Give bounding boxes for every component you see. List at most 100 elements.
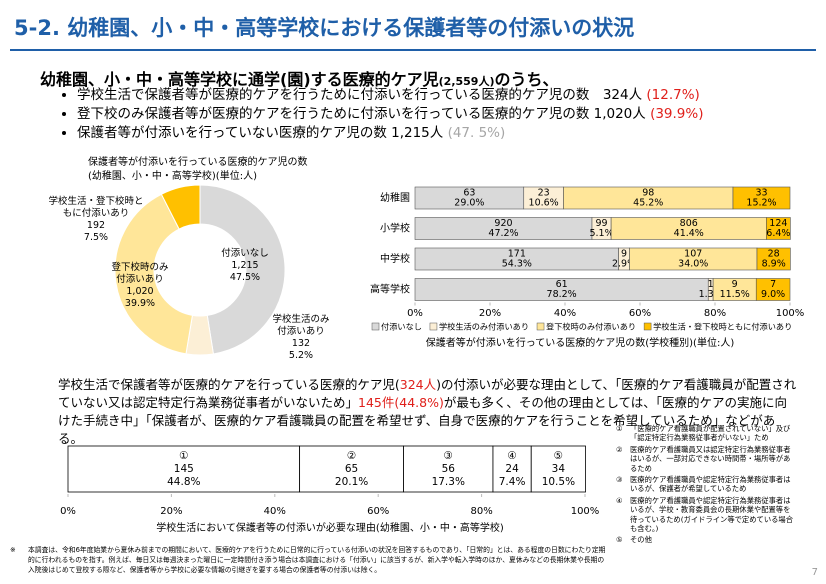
segment-label: 7.4%: [499, 476, 526, 488]
segment-label: 1: [708, 279, 714, 290]
segment-label: 78.2%: [547, 289, 577, 300]
legend-label: 学校生活のみ付添いあり: [439, 322, 529, 332]
legend-swatch: [371, 322, 380, 331]
slice-name: 学校生活のみ付添いあり: [272, 314, 330, 337]
intro-suffix: のうち、: [494, 70, 559, 89]
bullet-list: 学校生活で保護者等が医療的ケアを行うために付添いを行っている医療的ケア児の数 3…: [55, 86, 817, 143]
segment-label: 145: [174, 463, 194, 475]
reason-marker: ①: [616, 424, 623, 433]
paragraph-part: が最も多く、その他の理由としては、「医療的ケアの実施に向けた手続き中」「保護者が…: [58, 395, 787, 446]
intro-text: 幼稚園、小・中・高等学校に通学(園)する医療的ケア児: [40, 70, 439, 89]
segment-label: 47.2%: [488, 228, 518, 239]
donut-subtitle: (幼稚園、小・中・高等学校)(単位:人): [88, 171, 257, 182]
slice-percent: 39.9%: [124, 298, 156, 309]
reason-marker: ②: [616, 444, 623, 454]
reason-text: 医療的ケア看護職員や認定特定行為業務従事者はいるが、学校・教育委員会の長期休業や…: [630, 495, 794, 534]
page-title: 5-2. 幼稚園、小・中・高等学校における保護者等の付添いの状況: [14, 16, 635, 40]
segment-label: 806: [680, 218, 698, 229]
segment-label: ⑤: [554, 450, 563, 462]
x-tick-label: 100%: [776, 308, 805, 319]
x-tick-label: 80%: [704, 308, 726, 319]
bar-segment: [530, 445, 586, 493]
reason-legend: ① 「医療的ケア看護職員が配置されていない」及び「認定特定行為業務従事者がいない」…: [616, 424, 794, 547]
bar-segment: [756, 247, 791, 271]
segment-label: 24: [505, 463, 519, 475]
segment-label: 34.0%: [678, 259, 708, 270]
category-label: 中学校: [380, 252, 410, 265]
bullet-text: 学校生活で保護者等が医療的ケアを行うために付添いを行っている医療的ケア児の数 3…: [77, 87, 647, 103]
segment-label: 65: [345, 463, 358, 475]
legend-swatch: [429, 322, 438, 331]
reason-item: ③ 医療的ケア看護職員や認定特定行為業務従事者はいるが、保護者が希望しているため: [616, 475, 794, 494]
x-tick-label: 20%: [479, 308, 501, 319]
segment-label: 54.3%: [502, 259, 532, 270]
reason-marker: ④: [616, 495, 623, 505]
bullet: 保護者等が付添いを行っていない医療的ケア児の数 1,215人 (47. 5%): [77, 124, 817, 143]
donut-slice: [114, 193, 193, 355]
segment-label: 9: [621, 249, 627, 260]
slice-percent: 7.5%: [83, 232, 109, 243]
bar-segment: [299, 445, 404, 493]
segment-label: 29.0%: [454, 198, 484, 209]
category-label: 幼稚園: [380, 191, 410, 204]
segment-label: 107: [684, 249, 702, 260]
legend-swatch: [536, 322, 545, 331]
slice-name: 付添いなし: [221, 248, 269, 259]
category-label: 高等学校: [370, 283, 410, 296]
reason-text: 医療的ケア看護職員又は認定特定行為業務従事者はいるが、一部対応できない時間帯・場…: [630, 444, 791, 473]
reason-text: 医療的ケア看護職員や認定特定行為業務従事者はいるが、保護者が希望しているため: [630, 475, 791, 494]
segment-label: 9: [732, 279, 738, 290]
segment-label: 23: [538, 188, 550, 199]
bar-segment: [492, 445, 532, 493]
x-tick-label: 60%: [367, 506, 389, 517]
segment-label: 20.1%: [335, 476, 368, 488]
bullet-text: 保護者等が付添いを行っていない医療的ケア児の数 1,215人: [77, 125, 448, 141]
page-number: 7: [811, 567, 818, 578]
reason-text: その他: [630, 535, 652, 545]
segment-label: 124: [769, 218, 787, 229]
bullet-percent: (12.7%): [646, 87, 700, 103]
segment-label: 56: [442, 463, 456, 475]
segment-label: 17.3%: [432, 476, 465, 488]
slice-name: 登下校時のみ付添いあり: [111, 262, 169, 285]
x-tick-label: 0%: [407, 308, 423, 319]
reason-marker: ③: [616, 475, 623, 485]
intro: 幼稚園、小・中・高等学校に通学(園)する医療的ケア児(2,559人)のうち、: [40, 66, 559, 90]
segment-label: 63: [463, 188, 475, 199]
reason-text: 「医療的ケア看護職員が配置されていない」及び「認定特定行為業務従事者がいない」た…: [630, 424, 791, 443]
segment-label: 9.0%: [761, 289, 785, 300]
paragraph-part: 324人: [399, 377, 437, 392]
segment-label: 8.9%: [762, 259, 786, 270]
segment-label: 45.2%: [633, 198, 663, 209]
x-tick-label: 40%: [264, 506, 286, 517]
reason-marker: ⑤: [616, 535, 623, 545]
bar-segment: [755, 278, 791, 301]
slice-value: 192: [86, 220, 106, 231]
bullet-percent: (47. 5%): [447, 125, 506, 141]
bar-segment: [403, 445, 494, 493]
bullet: 学校生活で保護者等が医療的ケアを行うために付添いを行っている医療的ケア児の数 3…: [77, 86, 817, 105]
bullet: 登下校のみ保護者等が医療的ケアを行うために付添いを行っている医療的ケア児の数 1…: [77, 105, 817, 124]
segment-label: 98: [642, 188, 654, 199]
paragraph-part: 学校生活で保護者等が医療的ケアを行っている医療的ケア児(: [58, 377, 400, 392]
paragraph-part: )の付添いが必要な理由として、「医療的ケア看護職員が配置されていない又は認定特定…: [58, 377, 797, 410]
reason-item: ④ 医療的ケア看護職員や認定特定行為業務従事者はいるが、学校・教育委員会の長期休業…: [616, 496, 794, 534]
slice-percent: 5.2%: [288, 350, 314, 361]
segment-label: 10.5%: [542, 476, 575, 488]
legend-swatch: [643, 322, 652, 331]
x-tick-label: 60%: [629, 308, 651, 319]
slice-value: 1,020: [126, 286, 154, 297]
bullet-text: 登下校のみ保護者等が医療的ケアを行うために付添いを行っている医療的ケア児の数 1…: [77, 106, 651, 122]
bar-segment: [67, 445, 301, 493]
segment-label: 15.2%: [746, 198, 776, 209]
reason-item: ② 医療的ケア看護職員又は認定特定行為業務従事者はいるが、一部対応できない時間帯・…: [616, 445, 794, 473]
x-tick-label: 0%: [60, 506, 76, 517]
slice-name: 学校生活・登下校時ともに付添いあり: [48, 196, 144, 219]
reason-item: ⑤ その他: [616, 535, 794, 544]
segment-label: 99: [596, 218, 608, 229]
footnote-text: 本調査は、令和6年度始業から夏休み前までの期間において、医療的ケアを行うために日…: [28, 546, 606, 574]
segment-label: 171: [508, 249, 526, 260]
segment-label: 10.6%: [529, 198, 559, 209]
